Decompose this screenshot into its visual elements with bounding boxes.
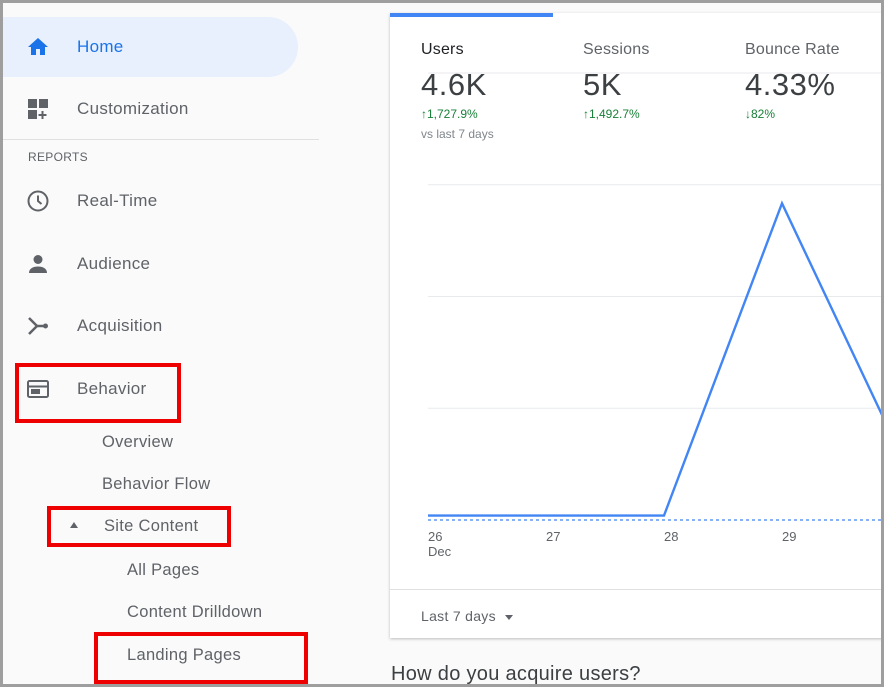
nav-item-label: Real-Time: [77, 191, 158, 210]
site-content-label: Site Content: [104, 517, 199, 535]
arrow-up-icon: ↑: [583, 107, 589, 121]
nav-subitem-content-drilldown[interactable]: Content Drilldown: [127, 603, 263, 621]
dashboard-plus-icon: [25, 96, 51, 122]
card-footer-divider: [390, 589, 884, 590]
nav-item-label: Audience: [77, 254, 151, 273]
x-tick-sublabel: Dec: [428, 544, 452, 559]
nav-subitem-overview[interactable]: Overview: [102, 433, 174, 451]
arrow-down-icon: ↓: [745, 107, 751, 121]
clock-icon: [25, 188, 51, 214]
nav-item-label: Behavior: [77, 379, 147, 398]
nav-subitem-all-pages[interactable]: All Pages: [127, 561, 200, 579]
metric-delta: ↑1,727.9%: [421, 107, 478, 121]
nav-subitem-behavior-flow[interactable]: Behavior Flow: [102, 475, 211, 493]
overview-card: Users 4.6K ↑1,727.9% vs last 7 days Sess…: [390, 13, 884, 638]
metric-title: Sessions: [583, 41, 650, 58]
sidebar-divider: [3, 139, 319, 140]
acquisition-section-title: How do you acquire users?: [391, 663, 641, 685]
arrow-up-icon: ↑: [421, 107, 427, 121]
nav-item-home[interactable]: Home: [3, 17, 298, 77]
x-tick-label: 26: [428, 529, 442, 544]
acquisition-icon: [25, 313, 51, 339]
metric-title: Users: [421, 41, 464, 58]
metric-delta: ↓82%: [745, 107, 776, 121]
behavior-icon: [25, 376, 51, 402]
collapse-triangle-icon: [70, 521, 78, 528]
x-tick-label: 29: [782, 529, 796, 544]
selected-metric-indicator: [390, 13, 553, 17]
date-range-label: Last 7 days: [421, 608, 496, 624]
nav-item-label: Home: [77, 37, 124, 56]
metric-comparison: vs last 7 days: [421, 127, 494, 141]
person-icon: [25, 251, 51, 277]
metric-delta: ↑1,492.7%: [583, 107, 640, 121]
users-line-chart: 26 27 28 29 Dec: [428, 72, 884, 559]
sidebar: Home Customization REPORTS Real-Time Aud…: [3, 3, 319, 684]
home-icon: [25, 34, 51, 60]
x-tick-label: 28: [664, 529, 678, 544]
nav-item-label: Acquisition: [77, 316, 163, 335]
x-tick-label: 27: [546, 529, 560, 544]
metric-title: Bounce Rate: [745, 41, 840, 58]
section-label-reports: REPORTS: [28, 150, 88, 164]
nav-subitem-landing-pages[interactable]: Landing Pages: [127, 646, 241, 664]
caret-down-icon: [504, 614, 513, 620]
users-series-line: [428, 200, 884, 517]
nav-item-label: Customization: [77, 99, 189, 118]
nav-subitem-site-content[interactable]: Site Content: [70, 517, 198, 536]
date-range-dropdown[interactable]: Last 7 days: [421, 608, 513, 624]
